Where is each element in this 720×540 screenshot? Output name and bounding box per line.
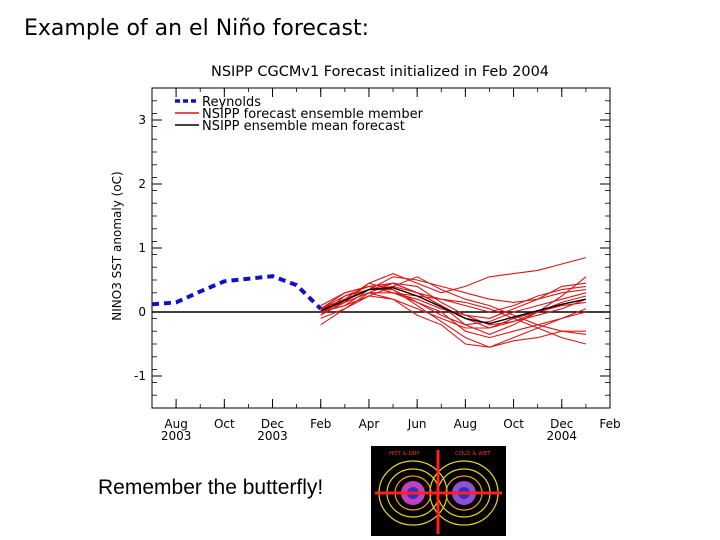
x-tick-label: Aug [454, 417, 477, 431]
butterfly-label-hot: HOT & DRY [389, 451, 420, 457]
legend-label-2: NSIPP forecast ensemble member [202, 107, 424, 122]
ensemble-member-line-11 [320, 276, 587, 335]
y-tick-label: 0 [138, 305, 146, 319]
butterfly-label-cold: COLD & WET [455, 451, 491, 457]
butterfly-caption: Remember the butterfly! [98, 476, 324, 499]
ensemble-member-line-6 [320, 276, 586, 313]
reynolds-observed-line [151, 274, 323, 311]
ensemble-member-line-13 [320, 295, 587, 329]
x-tick-year-label: 2004 [547, 429, 578, 443]
x-tick-label: Dec [550, 417, 573, 431]
slide-title: Example of an el Niño forecast: [24, 16, 370, 41]
ensemble-member-line-8 [320, 276, 586, 335]
butterfly-pattern-image: HOT & DRY COLD & WET [371, 446, 506, 536]
y-tick-label: 3 [138, 113, 146, 127]
x-tick-label: Aug [164, 417, 187, 431]
y-tick-label: -1 [134, 369, 146, 383]
x-tick-year-label: 2003 [257, 429, 288, 443]
ensemble-member-line-12 [320, 282, 586, 319]
y-tick-label: 1 [138, 241, 146, 255]
chart-title: NSIPP CGCMv1 Forecast initialized in Feb… [211, 64, 549, 80]
ensemble-member-line-4 [320, 282, 586, 313]
x-tick-label: Jun [407, 417, 427, 431]
legend-label-3: NSIPP ensemble mean forecast [202, 119, 405, 134]
x-tick-label: Oct [503, 417, 524, 431]
x-tick-label: Feb [599, 417, 620, 431]
plot-frame [151, 87, 611, 409]
ensemble-member-line-5 [320, 292, 586, 348]
x-tick-label: Apr [359, 417, 380, 431]
y-tick-label: 2 [138, 177, 146, 191]
x-tick-year-label: 2003 [161, 429, 192, 443]
x-tick-label: Dec [261, 417, 284, 431]
x-tick-label: Oct [214, 417, 235, 431]
ensemble-mean-line [320, 286, 587, 325]
legend-label-1: Reynolds [202, 95, 261, 110]
y-axis-label: NINO3 SST anomaly (oC) [110, 171, 124, 320]
x-tick-label: Feb [310, 417, 331, 431]
